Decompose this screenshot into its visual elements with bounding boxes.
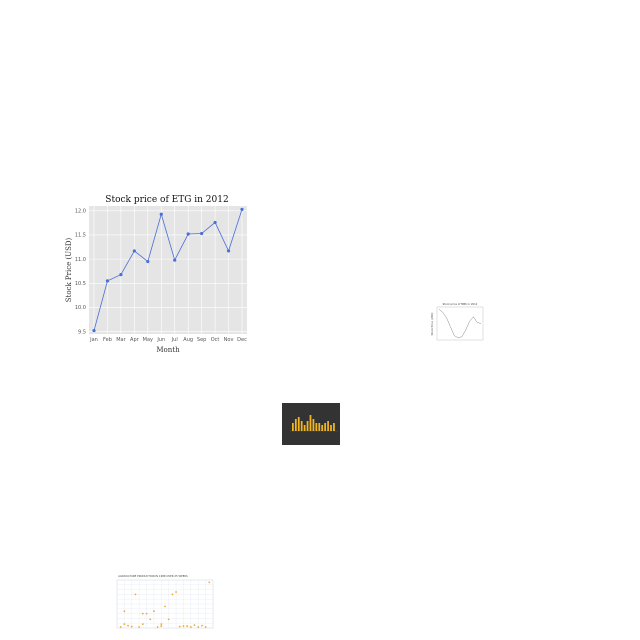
x-tick-label: May xyxy=(143,337,153,343)
x-tick-label: Jan xyxy=(89,337,98,343)
data-point xyxy=(105,279,110,283)
thumbnail-bar xyxy=(318,423,321,431)
thumbnail-scatter-point xyxy=(171,593,174,596)
chart-title: Stock price of ETG in 2012 xyxy=(105,195,228,205)
thumbnail-scatter-point xyxy=(145,612,148,615)
thumbnail-scatter-point xyxy=(138,626,141,628)
thumbnail-scatter-point xyxy=(123,610,126,613)
data-point xyxy=(92,329,96,333)
thumbnail-scatter-point xyxy=(197,626,200,628)
y-tick-label: 11.0 xyxy=(75,257,86,263)
thumbnail-scatter-point xyxy=(153,610,155,613)
thumbnail-scatter-point xyxy=(134,593,137,596)
thumbnail-scatter-point xyxy=(160,623,163,626)
main-chart-svg: Stock price of ETG in 2012 9.5 10.0 10.5 11… xyxy=(65,195,247,354)
thumbnail-bar xyxy=(303,425,306,431)
thumbnail-line-frame xyxy=(436,306,484,341)
thumbnail-scatter-grid xyxy=(117,580,213,628)
data-points xyxy=(92,207,244,333)
thumbnail-series-line xyxy=(438,309,482,339)
thumbnail-bar xyxy=(312,419,315,431)
thumbnail-scatter-svg: AGRICULTURE PRODUCTION IN 1988 OVER 25 W… xyxy=(116,574,214,629)
thumbnail-scatter-point xyxy=(201,624,203,627)
thumbnail-bar xyxy=(294,419,297,431)
thumbnail-bar-chart xyxy=(282,403,340,445)
thumbnail-line-ylabel: Stock Price (USD) xyxy=(430,313,434,336)
y-tick-label: 10.0 xyxy=(75,305,86,311)
x-tick-label: Sep xyxy=(197,337,206,343)
thumbnail-line-chart: Stock price of MBK in 2012 Stock Price (… xyxy=(428,300,488,348)
data-point xyxy=(119,272,123,277)
data-point xyxy=(146,259,150,264)
x-tick-label: Feb xyxy=(103,337,112,343)
y-tick-label: 10.5 xyxy=(75,281,86,287)
thumbnail-scatter-point xyxy=(156,626,159,628)
thumbnail-scatter-point xyxy=(193,624,196,627)
x-tick-label: Mar xyxy=(116,337,126,343)
data-point xyxy=(240,207,244,211)
thumbnail-scatter-point xyxy=(175,591,177,593)
thumbnail-scatter-point xyxy=(160,625,163,627)
thumbnail-scatter-title: AGRICULTURE PRODUCTION IN 1988 OVER 25 W… xyxy=(118,574,188,578)
x-tick-label: Jun xyxy=(156,337,165,343)
thumbnail-scatter-point xyxy=(167,618,170,621)
y-tick-label: 12.0 xyxy=(75,209,86,215)
x-tick-label: Nov xyxy=(224,337,234,343)
x-tick-label: Oct xyxy=(211,337,220,343)
thumbnail-bar xyxy=(315,423,318,431)
thumbnail-scatter-point xyxy=(141,623,144,626)
thumbnail-bar xyxy=(330,425,332,431)
x-tick-label: Dec xyxy=(237,337,247,343)
x-tick-labels: Jan Feb Mar Apr May Jun Jul Aug Sep Oct Nov Dec xyxy=(89,337,247,343)
thumbnail-scatter-point xyxy=(164,605,166,608)
thumbnail-bar xyxy=(327,421,329,431)
thumbnail-bar xyxy=(306,421,309,431)
thumbnail-scatter-point xyxy=(127,624,129,627)
thumbnail-scatter-point xyxy=(149,618,152,621)
thumbnail-scatter-point xyxy=(123,623,126,626)
y-tick-label: 11.5 xyxy=(75,233,86,239)
thumbnail-scatter-point xyxy=(178,625,181,628)
x-axis-label: Month xyxy=(156,346,180,354)
thumbnail-bar xyxy=(292,423,294,431)
data-point xyxy=(159,212,163,216)
data-point xyxy=(132,249,136,253)
thumbnail-scatter-point xyxy=(130,625,133,628)
y-tick-labels: 9.5 10.0 10.5 11.0 11.5 12.0 xyxy=(75,209,86,336)
thumbnail-bar xyxy=(300,421,303,431)
thumbnail-scatter-point xyxy=(208,581,211,584)
thumbnail-bars xyxy=(292,415,335,431)
thumbnail-scatter-point xyxy=(189,626,192,628)
thumbnail-bar-svg xyxy=(282,403,340,445)
thumbnail-bar xyxy=(324,423,327,431)
thumbnail-bar xyxy=(333,423,335,431)
thumbnail-bar xyxy=(309,415,312,431)
data-point xyxy=(186,232,190,236)
main-line-chart: Stock price of ETG in 2012 9.5 10.0 10.5 11… xyxy=(60,190,255,355)
thumbnail-scatter-point xyxy=(182,625,185,627)
thumbnail-scatter-point xyxy=(204,626,207,628)
grid-lines xyxy=(89,206,247,334)
data-point xyxy=(200,231,204,236)
thumbnail-bar xyxy=(297,417,300,431)
x-tick-label: Aug xyxy=(183,337,193,343)
thumbnail-bar xyxy=(321,425,324,431)
thumbnail-scatter-points xyxy=(119,581,211,628)
plot-area xyxy=(89,206,247,334)
thumbnail-line-svg: Stock price of MBK in 2012 Stock Price (… xyxy=(430,302,484,341)
thumbnail-scatter-point xyxy=(186,625,189,627)
thumbnail-line-title: Stock price of MBK in 2012 xyxy=(443,302,478,306)
thumbnail-scatter-chart: AGRICULTURE PRODUCTION IN 1988 OVER 25 W… xyxy=(105,572,217,638)
data-point xyxy=(213,220,217,225)
data-point xyxy=(226,249,231,253)
y-axis-label: Stock Price (USD) xyxy=(65,237,73,302)
thumbnail-scatter-point xyxy=(119,626,122,628)
series-line xyxy=(93,209,243,331)
y-tick-label: 9.5 xyxy=(78,329,86,335)
thumbnail-scatter-point xyxy=(141,612,144,615)
x-tick-label: Jul xyxy=(171,337,178,343)
x-tick-label: Apr xyxy=(130,337,140,343)
data-point xyxy=(173,258,177,262)
